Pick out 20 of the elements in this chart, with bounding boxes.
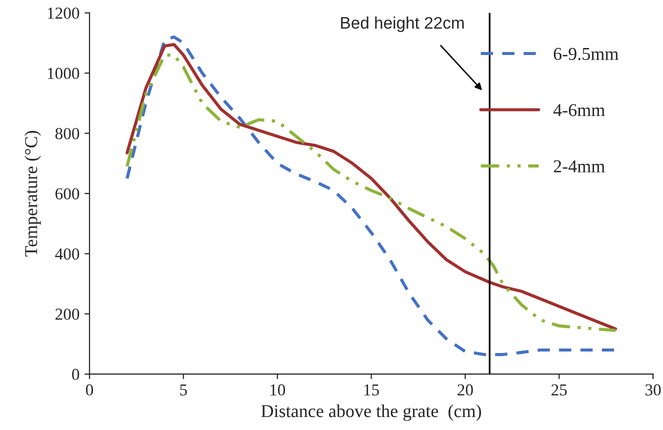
legend-label: 6-9.5mm bbox=[554, 48, 618, 60]
annotation: Bed height 22cm bbox=[341, 16, 464, 32]
legend-label: 4-6mm bbox=[553, 104, 605, 116]
legend-label: 2-4mm bbox=[554, 160, 605, 172]
x-tick-label: 10 bbox=[270, 384, 286, 396]
y-tick-label: 1000 bbox=[48, 68, 80, 80]
x-tick-label: 25 bbox=[552, 384, 567, 396]
y-tick-label: 0 bbox=[72, 368, 80, 380]
x-axis-title: Distance above the grate (cm) bbox=[261, 404, 482, 421]
x-tick-label: 15 bbox=[364, 384, 379, 396]
x-tick-label: 30 bbox=[646, 384, 661, 396]
y-tick-label: 800 bbox=[55, 128, 80, 140]
y-axis-title: Temperature (°C) bbox=[24, 130, 41, 257]
x-tick-label: 20 bbox=[458, 384, 473, 396]
y-tick-label: 400 bbox=[55, 248, 80, 260]
x-tick-label: 0 bbox=[86, 384, 94, 396]
x-tick-label: 5 bbox=[180, 384, 187, 396]
y-tick-label: 600 bbox=[56, 188, 80, 200]
y-tick-label: 200 bbox=[56, 308, 80, 320]
y-tick-label: 1200 bbox=[48, 8, 80, 19]
